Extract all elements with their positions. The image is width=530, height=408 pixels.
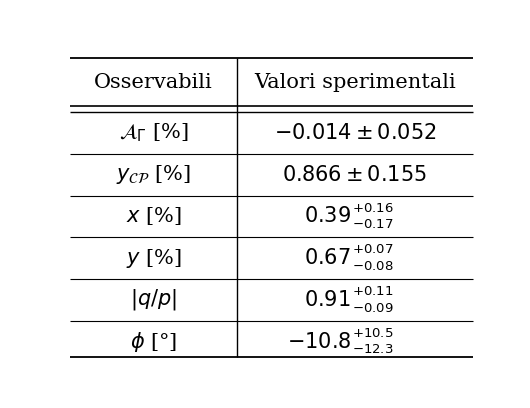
Text: $−0.17$: $−0.17$: [351, 218, 393, 231]
Text: $0.866 \pm 0.155$: $0.866 \pm 0.155$: [282, 165, 427, 185]
Text: $\mathcal{A}_{\Gamma}$ [%]: $\mathcal{A}_{\Gamma}$ [%]: [119, 122, 188, 144]
Text: $y_{\mathcal{CP}}$ [%]: $y_{\mathcal{CP}}$ [%]: [116, 163, 191, 186]
Text: $−0.09$: $−0.09$: [351, 302, 393, 315]
Text: $+0.07$: $+0.07$: [351, 243, 393, 256]
Text: Osservabili: Osservabili: [94, 73, 213, 92]
Text: $|q/p|$: $|q/p|$: [130, 287, 177, 313]
Text: $\phi$ [°]: $\phi$ [°]: [130, 330, 177, 354]
Text: Valori sperimentali: Valori sperimentali: [254, 73, 456, 92]
Text: $−12.3$: $−12.3$: [351, 344, 393, 357]
Text: $+0.11$: $+0.11$: [351, 285, 393, 298]
Text: $0.67$: $0.67$: [304, 248, 351, 268]
Text: $0.91$: $0.91$: [304, 290, 351, 310]
Text: $−10.8$: $−10.8$: [287, 332, 351, 352]
Text: $-0.014 \pm 0.052$: $-0.014 \pm 0.052$: [273, 123, 436, 143]
Text: $y$ [%]: $y$ [%]: [126, 247, 181, 270]
Text: $−0.08$: $−0.08$: [351, 260, 393, 273]
Text: $x$ [%]: $x$ [%]: [126, 205, 181, 227]
Text: $0.39$: $0.39$: [304, 206, 351, 226]
Text: $+10.5$: $+10.5$: [351, 327, 393, 340]
Text: $+0.16$: $+0.16$: [351, 202, 393, 215]
